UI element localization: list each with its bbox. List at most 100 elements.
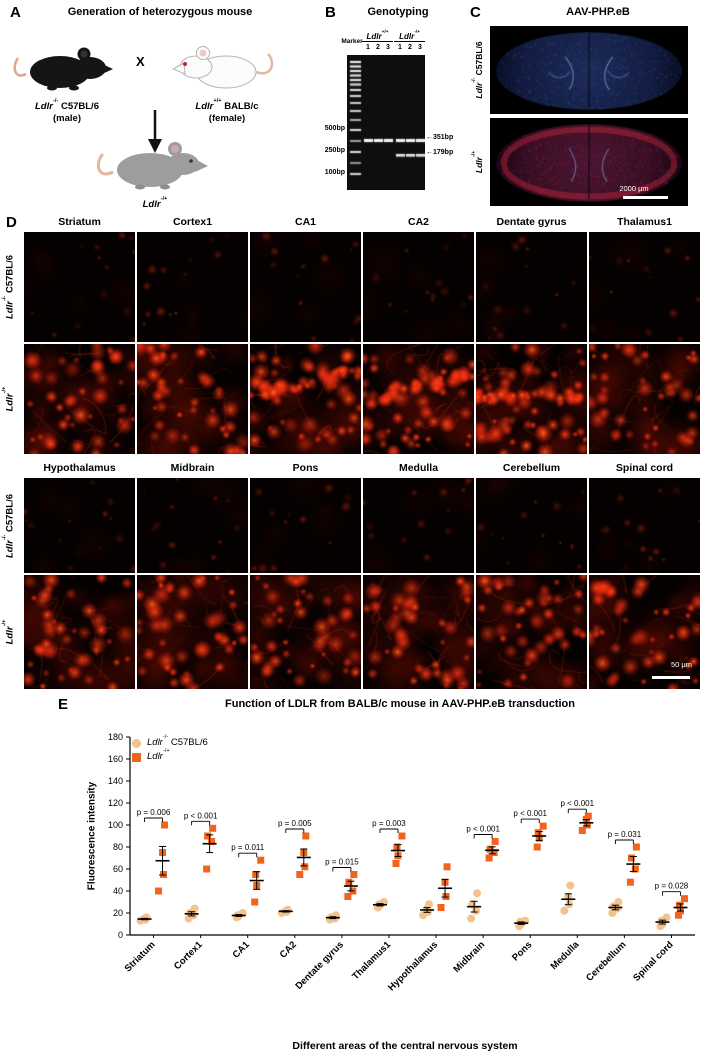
ladder-size-250: 250bp — [324, 147, 345, 154]
black-mouse-illustration — [13, 47, 113, 91]
gene-sup: +/+ — [213, 97, 222, 104]
region-header: Cortex1 — [172, 216, 213, 228]
gene-name: Ldlr — [366, 32, 382, 41]
gene-name: Ldlr — [195, 101, 214, 113]
legend-label: Ldlr-/+ — [147, 748, 170, 763]
panel-e: E Function of LDLR from BALB/c mouse in … — [0, 696, 705, 1061]
micrograph-row-grid1-ko — [24, 232, 700, 342]
scale-bar-label: 50 μm — [671, 660, 692, 669]
gene-name: Ldlr — [474, 157, 484, 174]
gene-sup: -/+ — [414, 29, 420, 35]
gene-name: Ldlr — [142, 199, 161, 211]
micrograph-row-grid2-ko — [24, 478, 700, 573]
micrograph-hypothalamus-ldlr-het — [24, 575, 135, 689]
svg-text:p < 0.001: p < 0.001 — [513, 809, 547, 818]
gene-sup: -/+ — [1, 619, 8, 627]
micrograph-pons-ldlr-ko — [250, 478, 361, 573]
chart-x-axis-label: Different areas of the central nervous s… — [292, 1040, 518, 1052]
white-mouse-illustration — [171, 46, 274, 89]
svg-text:p = 0.028: p = 0.028 — [655, 882, 689, 891]
offspring-label: Ldlr-/+ — [95, 196, 215, 211]
region-header: Medulla — [398, 462, 439, 474]
arrow-down-icon — [148, 110, 162, 153]
gene-name: Ldlr — [35, 101, 53, 113]
male-mouse-label: Ldlr-/- C57BL/6 (male) — [2, 98, 132, 125]
svg-text:60: 60 — [113, 864, 123, 874]
legend-item-het: Ldlr-/+ — [132, 748, 208, 764]
genotype-label-ko: Ldlr-/- C57BL/6 — [0, 478, 20, 573]
region-header: Midbrain — [170, 462, 215, 474]
panel-a: A Generation of heterozygous mouse X Ldl… — [0, 0, 320, 214]
panel-d: D Striatum Cortex1 CA1 CA2 Dentate gyrus… — [0, 214, 705, 696]
strain-name: BALB/c — [221, 101, 259, 113]
scale-bar — [623, 196, 668, 199]
gene-sup: -/+ — [471, 150, 478, 158]
micrograph-ca1-ldlr-het — [250, 344, 361, 454]
svg-text:Pons: Pons — [510, 939, 534, 963]
genotype-label-het: Ldlr-/+ — [0, 344, 20, 454]
arrow-left-icon: ← — [426, 134, 433, 141]
panel-b-title: Genotyping — [367, 6, 429, 18]
lane-number: 3 — [418, 44, 422, 51]
gene-sup: +/+ — [381, 29, 389, 35]
micrograph-row-grid2-het — [24, 575, 700, 689]
micrograph-cerebellum-ldlr-ko — [476, 478, 587, 573]
region-header: Pons — [292, 462, 319, 474]
micrograph-row-grid1-het — [24, 344, 700, 454]
micrograph-striatum-ldlr-ko — [24, 232, 135, 342]
gel-group-het: Ldlr-/+ — [394, 29, 425, 42]
gene-sup: -/- — [1, 534, 8, 540]
svg-text:p = 0.015: p = 0.015 — [325, 858, 359, 867]
svg-text:p < 0.001: p < 0.001 — [184, 811, 218, 820]
gel-image — [347, 55, 425, 190]
legend-item-ko: Ldlr-/- C57BL/6 — [132, 734, 208, 750]
svg-text:180: 180 — [108, 732, 123, 742]
lane-number: 2 — [408, 44, 412, 51]
svg-text:160: 160 — [108, 754, 123, 764]
svg-text:p < 0.001: p < 0.001 — [560, 799, 594, 808]
micrograph-cortex1-ldlr-ko — [137, 232, 248, 342]
region-header: Hypothalamus — [43, 462, 116, 474]
svg-text:100: 100 — [108, 820, 123, 830]
region-header: Cerebellum — [502, 462, 561, 474]
svg-text:20: 20 — [113, 908, 123, 918]
svg-text:p < 0.001: p < 0.001 — [466, 825, 500, 834]
band-label-351bp: ←351bp — [426, 134, 454, 141]
micrograph-ca2-ldlr-het — [363, 344, 474, 454]
region-header: CA2 — [407, 216, 429, 228]
micrograph-ca2-ldlr-ko — [363, 232, 474, 342]
gene-sup: -/+ — [160, 195, 168, 202]
svg-text:Midbrain: Midbrain — [451, 939, 487, 975]
micrograph-midbrain-ldlr-het — [137, 575, 248, 689]
gene-sup: -/+ — [1, 386, 8, 394]
gray-mouse-illustration — [96, 142, 208, 190]
panel-c-title: AAV-PHP.eB — [566, 6, 630, 18]
svg-text:Spinal cord: Spinal cord — [631, 939, 675, 983]
svg-text:p = 0.003: p = 0.003 — [372, 819, 406, 828]
strain-name: C57BL/6 — [4, 255, 16, 296]
cross-symbol: X — [136, 54, 145, 69]
legend-square-marker-icon — [132, 752, 141, 762]
svg-text:Medulla: Medulla — [549, 939, 582, 972]
brain-section-het — [490, 118, 688, 206]
micrograph-cerebellum-ldlr-het — [476, 575, 587, 689]
gene-sup: -/- — [471, 77, 478, 83]
genotype-label-het: Ldlr-/+ — [470, 118, 488, 206]
gene-name: Ldlr — [474, 82, 484, 99]
svg-text:0: 0 — [118, 930, 123, 940]
gene-name: Ldlr — [4, 301, 16, 319]
svg-text:Striatum: Striatum — [123, 939, 158, 974]
sex-label: (male) — [53, 113, 81, 125]
brain-section-ko — [490, 26, 688, 114]
micrograph-dentate-gyrus-ldlr-het — [476, 344, 587, 454]
region-header: Thalamus1 — [617, 216, 672, 228]
lane-number: 1 — [398, 44, 402, 51]
gene-sup: -/- — [1, 295, 8, 302]
svg-text:40: 40 — [113, 886, 123, 896]
micrograph-spinal-cord-ldlr-ko — [589, 478, 700, 573]
region-header: Dentate gyrus — [496, 216, 567, 228]
strain-name: C57BL/6 — [474, 41, 484, 78]
svg-text:Cortex1: Cortex1 — [172, 939, 205, 972]
legend-label: Ldlr-/- C57BL/6 — [147, 734, 208, 749]
